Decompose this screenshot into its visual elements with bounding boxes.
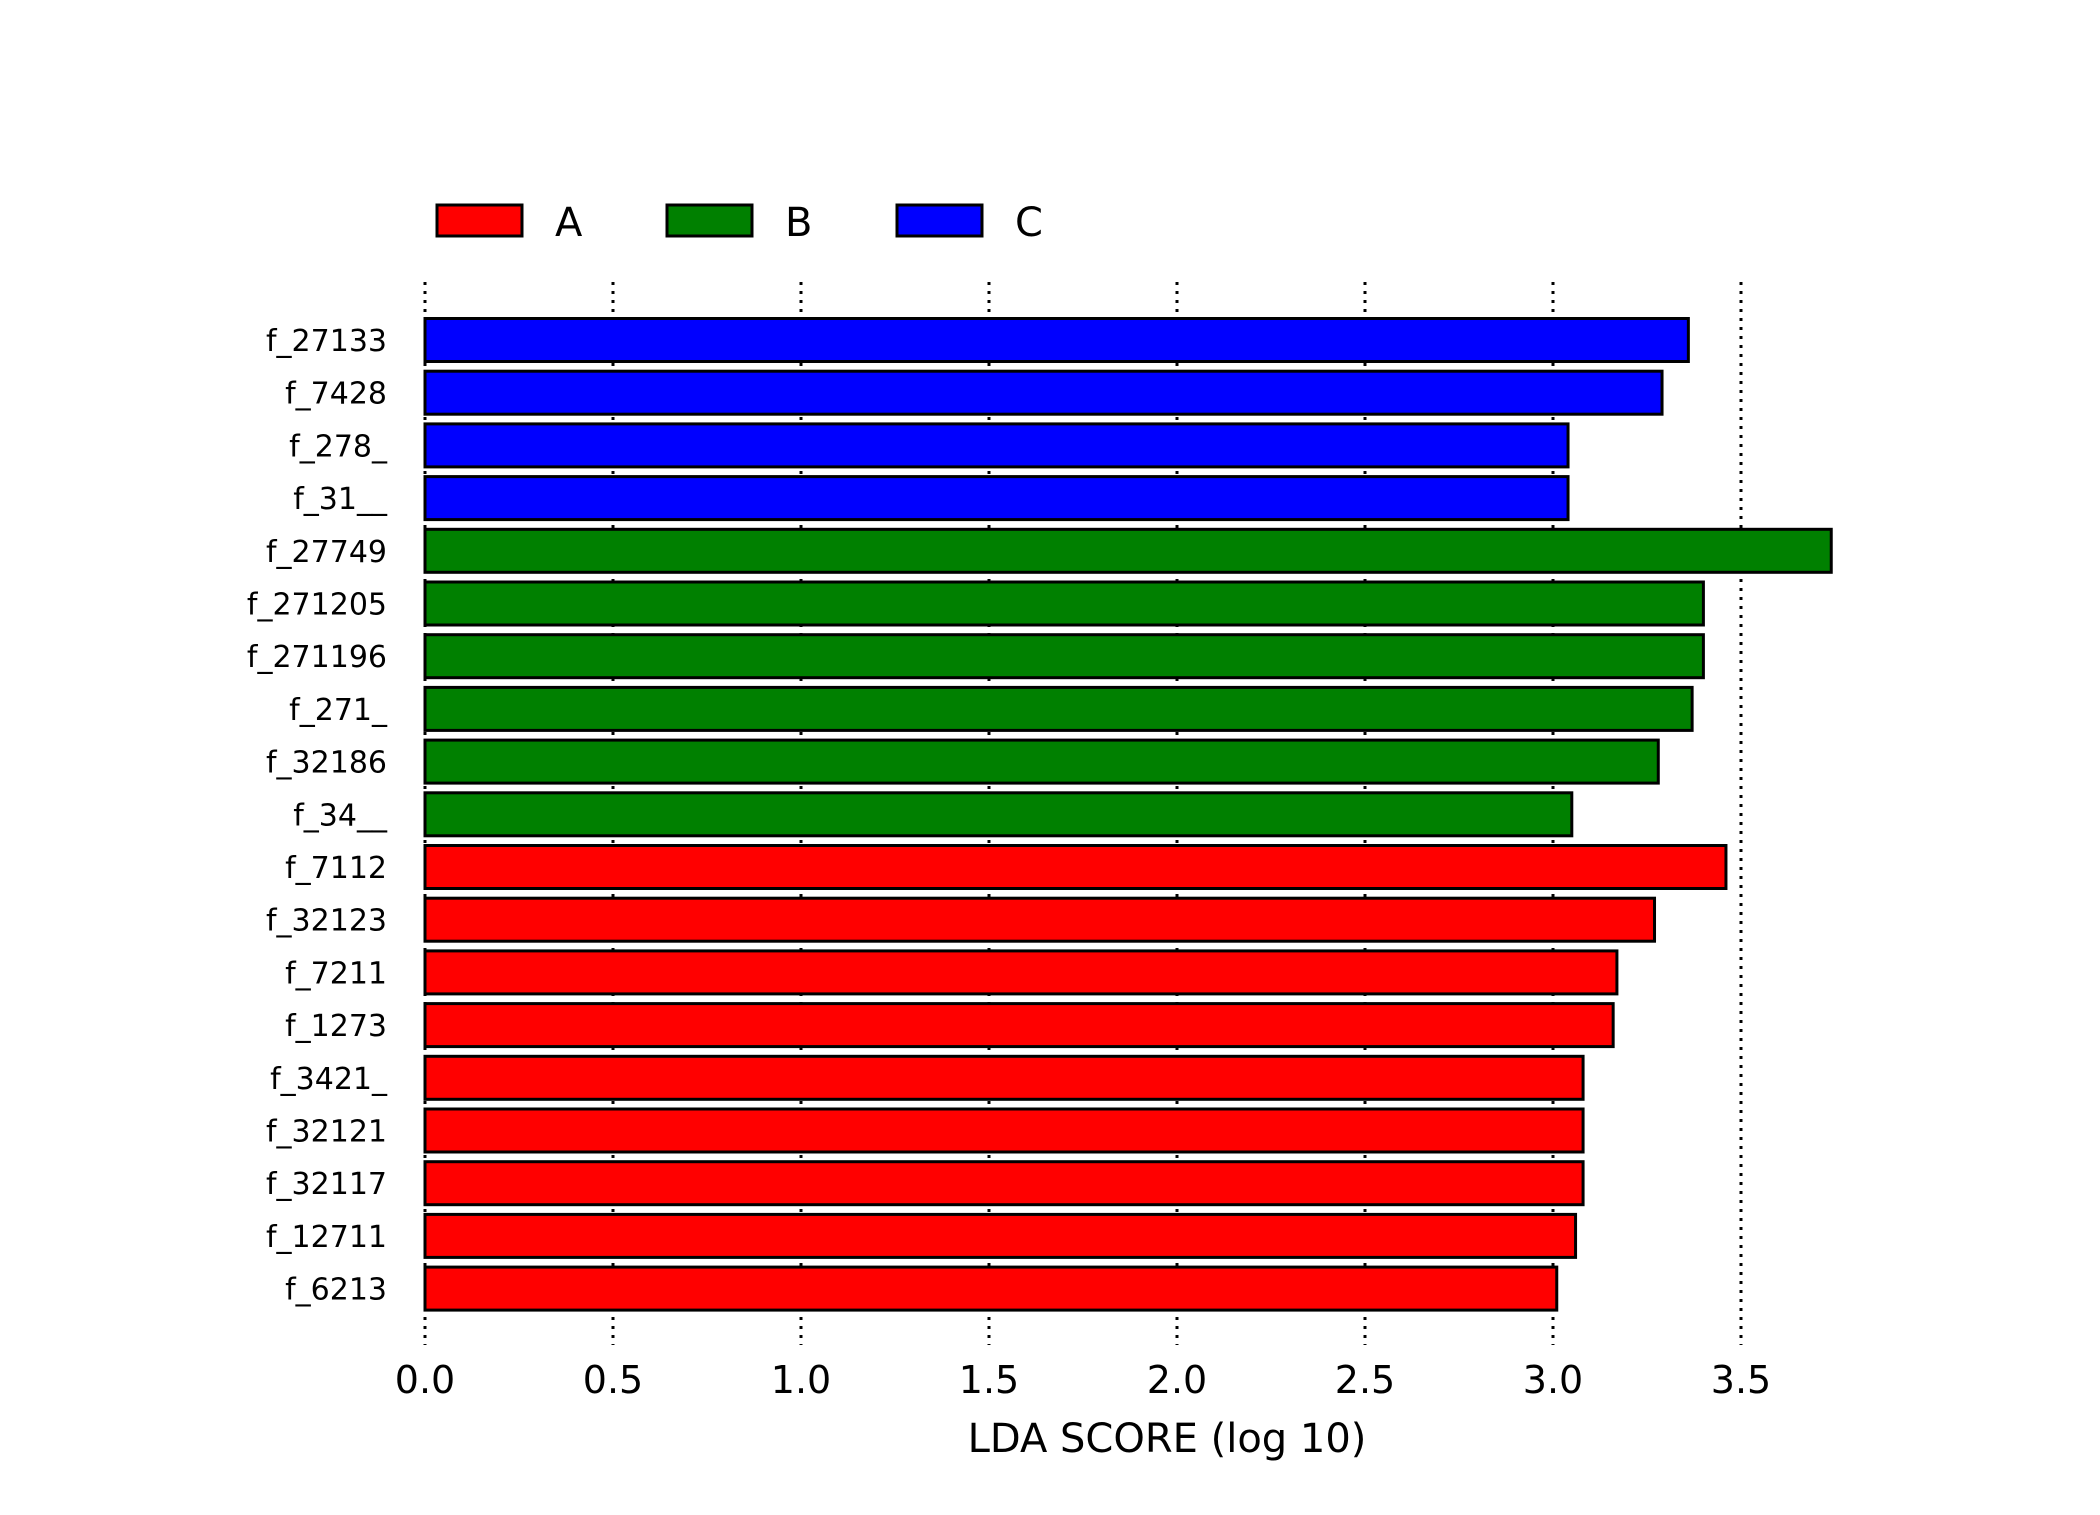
x-tick-label: 0.0 (395, 1358, 455, 1402)
bar-f_31__ (423, 475, 1570, 522)
legend-label-C: C (1015, 200, 1043, 246)
x-tick-label: 0.5 (583, 1358, 643, 1402)
category-label: f_1273 (285, 1009, 387, 1044)
bar-f_32121 (423, 1107, 1585, 1154)
x-tick-label: 3.0 (1523, 1358, 1583, 1402)
category-label: f_31__ (293, 482, 388, 517)
bar-f_3421_ (423, 1054, 1585, 1101)
x-tick-label: 2.5 (1335, 1358, 1395, 1402)
legend-swatch-C (895, 203, 984, 238)
bar-f_271205 (423, 580, 1705, 627)
bar-f_7112 (423, 844, 1728, 890)
bar-f_27749 (423, 527, 1833, 574)
legend-label-B: B (785, 200, 812, 246)
bar-f_32117 (423, 1160, 1585, 1207)
x-tick-label: 2.0 (1147, 1358, 1207, 1402)
category-label: f_32117 (266, 1167, 387, 1202)
x-tick-label: 1.5 (959, 1358, 1019, 1402)
category-label: f_32186 (266, 746, 387, 781)
category-label: f_34__ (293, 798, 388, 833)
legend: A B C (435, 200, 1043, 246)
x-tick-label: 1.0 (771, 1358, 831, 1402)
category-label: f_7211 (285, 956, 387, 991)
category-labels: f_27133 f_7428 f_278_ f_31__ f_27749 f_271205… (247, 324, 388, 1308)
legend-swatch-B (665, 203, 754, 238)
bar-f_12711 (423, 1212, 1578, 1259)
category-label: f_32121 (266, 1115, 387, 1150)
bar-f_271196 (423, 633, 1705, 680)
category-label: f_32123 (266, 904, 387, 939)
bar-f_7428 (423, 369, 1664, 416)
bar-f_278_ (423, 422, 1570, 469)
category-label: f_7428 (285, 377, 387, 412)
category-label: f_271196 (247, 640, 387, 675)
bar-f_6213 (423, 1265, 1559, 1312)
bar-f_34__ (423, 791, 1574, 838)
category-label: f_12711 (266, 1220, 387, 1255)
category-label: f_27133 (266, 324, 387, 359)
category-label: f_278_ (289, 429, 388, 464)
category-label: f_27749 (266, 535, 387, 570)
bar-f_32123 (423, 896, 1657, 943)
x-axis-label: LDA SCORE (log 10) (968, 1416, 1367, 1462)
x-tick-label: 3.5 (1711, 1358, 1771, 1402)
bar-f_7211 (423, 949, 1619, 996)
bar-f_1273 (423, 1002, 1615, 1049)
legend-swatch-A (435, 203, 524, 238)
x-tick-labels: 0.0 0.5 1.0 1.5 2.0 2.5 3.0 3.5 (395, 1358, 1771, 1402)
category-label: f_271205 (247, 588, 387, 623)
legend-label-A: A (555, 200, 583, 246)
category-label: f_271_ (289, 693, 388, 728)
bar-f_32186 (423, 738, 1660, 785)
category-label: f_6213 (285, 1273, 387, 1308)
bar-f_271_ (423, 685, 1694, 732)
category-label: f_7112 (285, 851, 387, 886)
bars (423, 317, 1833, 1312)
category-label: f_3421_ (270, 1062, 388, 1097)
bar-f_27133 (423, 317, 1690, 363)
